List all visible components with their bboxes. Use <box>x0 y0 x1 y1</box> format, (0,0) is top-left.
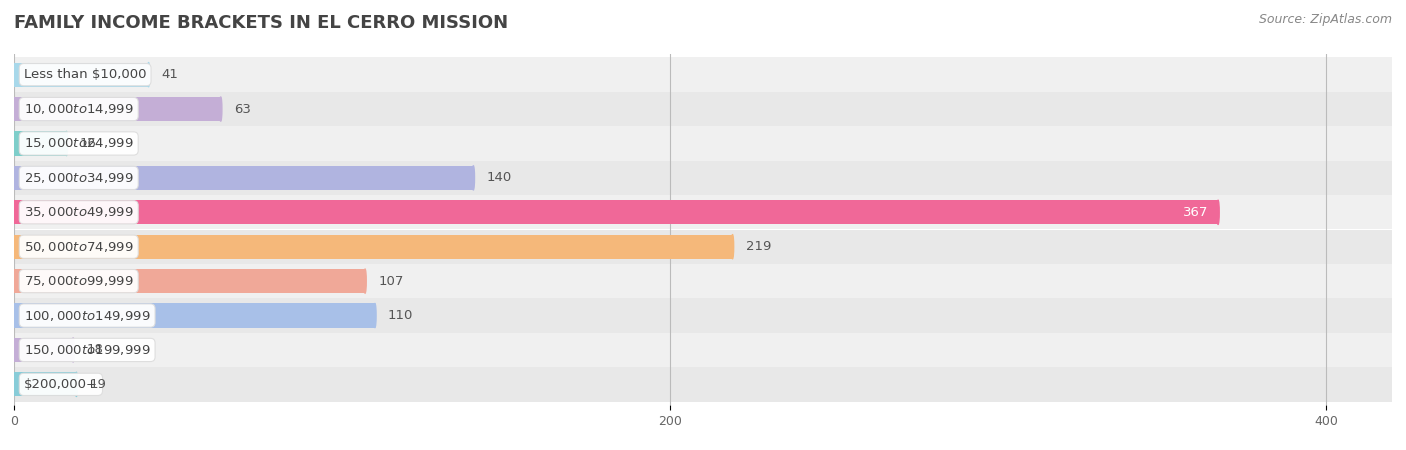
Text: $50,000 to $74,999: $50,000 to $74,999 <box>24 240 134 254</box>
Text: 18: 18 <box>86 343 103 356</box>
Circle shape <box>76 372 77 396</box>
Bar <box>14 372 76 396</box>
Bar <box>14 303 375 328</box>
Bar <box>14 234 733 259</box>
Text: 107: 107 <box>378 274 404 288</box>
Text: $35,000 to $49,999: $35,000 to $49,999 <box>24 205 134 219</box>
Text: 367: 367 <box>1182 206 1208 219</box>
Text: $100,000 to $149,999: $100,000 to $149,999 <box>24 309 150 323</box>
Circle shape <box>72 338 75 362</box>
Circle shape <box>364 269 366 293</box>
Circle shape <box>219 97 222 121</box>
Text: 219: 219 <box>745 240 770 253</box>
Bar <box>14 230 1392 264</box>
Text: $10,000 to $14,999: $10,000 to $14,999 <box>24 102 134 116</box>
Bar <box>14 367 1392 401</box>
Text: 16: 16 <box>80 137 97 150</box>
Circle shape <box>374 303 375 328</box>
Circle shape <box>472 166 474 190</box>
Text: $150,000 to $199,999: $150,000 to $199,999 <box>24 343 150 357</box>
Text: 140: 140 <box>486 171 512 184</box>
Bar <box>14 269 366 293</box>
Circle shape <box>66 131 67 156</box>
Bar <box>14 338 73 362</box>
Bar <box>14 264 1392 298</box>
Circle shape <box>148 63 149 87</box>
Text: 19: 19 <box>90 378 107 391</box>
Text: FAMILY INCOME BRACKETS IN EL CERRO MISSION: FAMILY INCOME BRACKETS IN EL CERRO MISSI… <box>14 14 508 32</box>
Bar <box>14 333 1392 367</box>
Circle shape <box>731 234 734 259</box>
Text: $75,000 to $99,999: $75,000 to $99,999 <box>24 274 134 288</box>
Bar <box>14 126 1392 161</box>
Bar <box>14 97 221 121</box>
Bar <box>14 161 1392 195</box>
Text: $25,000 to $34,999: $25,000 to $34,999 <box>24 171 134 185</box>
Text: 110: 110 <box>388 309 413 322</box>
Bar <box>14 200 1218 225</box>
Bar <box>14 63 149 87</box>
Bar <box>14 195 1392 230</box>
Text: Source: ZipAtlas.com: Source: ZipAtlas.com <box>1258 14 1392 27</box>
Text: Less than $10,000: Less than $10,000 <box>24 68 146 81</box>
Bar <box>14 166 474 190</box>
Text: $200,000+: $200,000+ <box>24 378 98 391</box>
Text: $15,000 to $24,999: $15,000 to $24,999 <box>24 136 134 150</box>
Text: 41: 41 <box>162 68 179 81</box>
Text: 63: 63 <box>233 103 250 116</box>
Bar <box>14 92 1392 126</box>
Bar <box>14 131 66 156</box>
Bar <box>14 298 1392 333</box>
Bar <box>14 58 1392 92</box>
Circle shape <box>1218 200 1219 225</box>
